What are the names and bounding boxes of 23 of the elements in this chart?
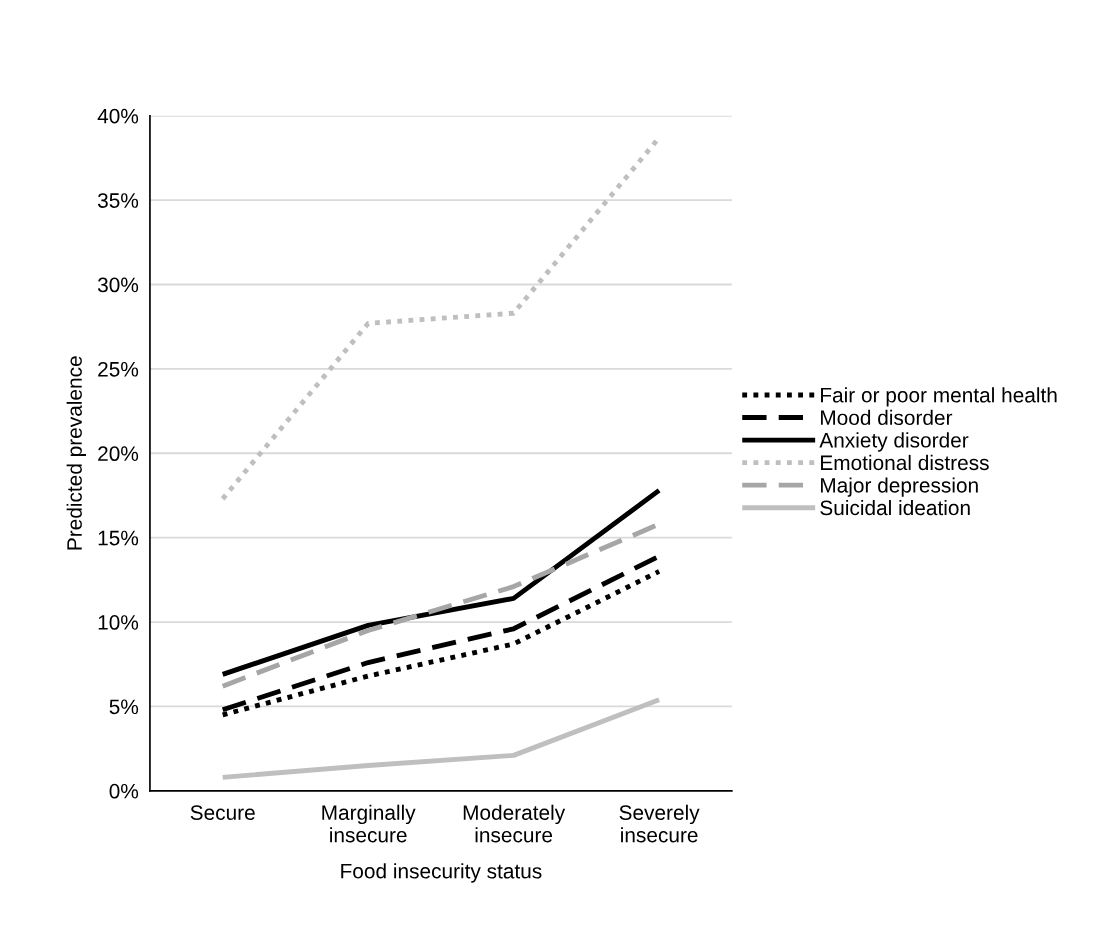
y-tick-label: 10% [98,615,139,630]
y-tick-label: 40% [97,108,139,124]
y-tick-label: 5% [109,699,139,715]
x-tick-label: Severely insecure [619,804,700,843]
legend-label: Mood disorder [821,409,953,426]
y-axis-title: Predicted prevalence [66,356,87,550]
legend-label: Major depression [821,477,978,497]
x-tick-label: Moderately insecure [463,804,566,843]
line-series [220,487,662,677]
legend-label: Emotional distress [821,454,989,471]
x-tick-label: Secure [190,805,255,820]
x-tick-label: Marginally insecure [322,804,416,843]
y-tick-label: 35% [97,193,139,208]
legend-label: Anxiety disorder [819,432,969,452]
y-tick-label: 25% [98,361,139,377]
y-tick-label: 30% [97,277,139,293]
y-tick-label: 0% [109,783,139,799]
legend-label: Suicidal ideation [820,499,970,516]
legend-label: Fair or poor mental health [821,387,1057,407]
y-tick-label: 20% [98,446,139,462]
line-series [220,697,662,780]
y-tick-label: 15% [98,530,139,546]
x-axis-title: Food insecurity status [341,863,542,883]
